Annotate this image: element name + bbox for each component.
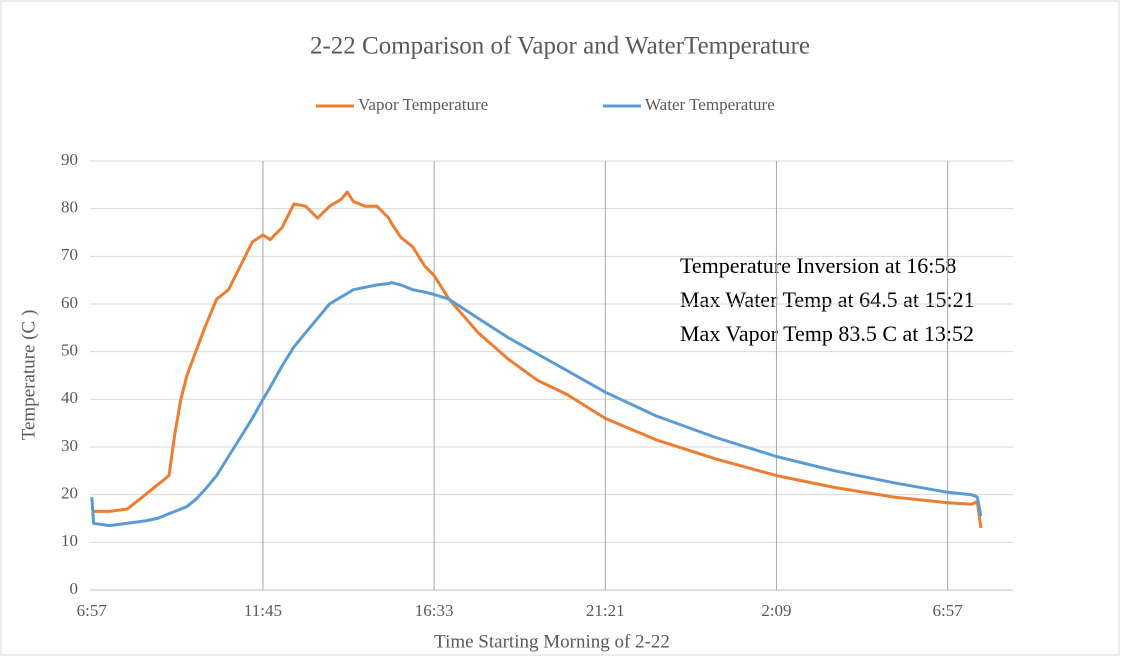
x-tick-label: 6:57 [933,601,964,620]
y-tick-label: 80 [61,198,78,217]
y-tick-label: 10 [61,531,78,550]
y-tick-label: 50 [61,341,78,360]
x-tick-label: 16:33 [415,601,454,620]
x-tick-label: 2:09 [761,601,791,620]
y-tick-label: 60 [61,293,78,312]
y-tick-label: 30 [61,436,78,455]
y-tick-label: 0 [70,579,79,598]
data-line [91,190,983,529]
y-tick-label: 40 [61,388,78,407]
chart-title: 2-22 Comparison of Vapor and WaterTemper… [310,33,810,60]
annotation: Max Vapor Temp 83.5 C at 13:52 [680,321,974,346]
y-tick-label: 70 [61,245,78,264]
x-tick-label: 11:45 [244,601,282,620]
annotation: Max Water Temp at 64.5 at 15:21 [680,287,975,312]
x-tick-label: 6:57 [77,601,108,620]
y-tick-label: 20 [61,484,78,503]
x-tick-label: 21:21 [586,601,625,620]
legend-label: Water Temperature [645,95,775,114]
y-tick-label: 90 [61,150,78,169]
data-line [90,281,983,528]
x-axis-title: Time Starting Morning of 2-22 [434,631,670,652]
y-axis-title: Temperature (C ) [18,310,39,441]
legend-label: Vapor Temperature [358,95,488,114]
annotation: Temperature Inversion at 16:58 [680,253,956,278]
